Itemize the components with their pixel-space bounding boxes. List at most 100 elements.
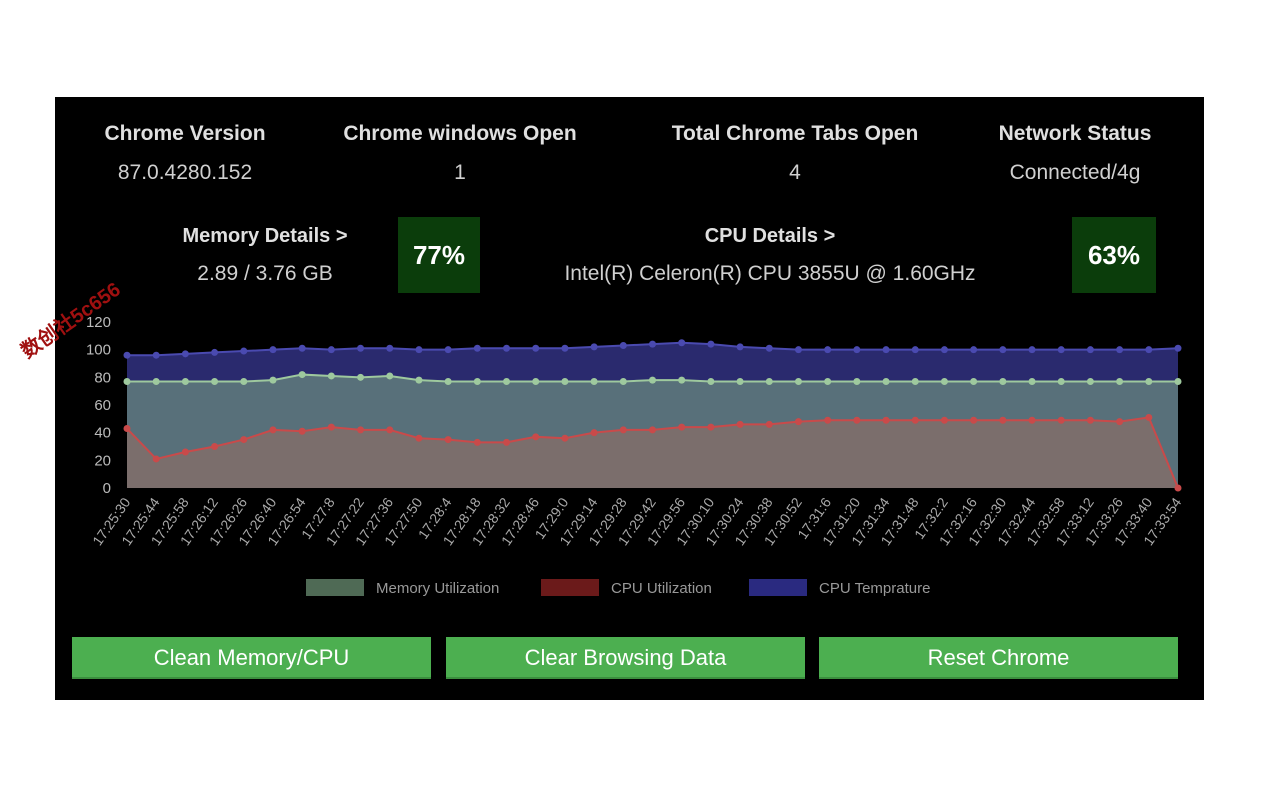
temp-point — [152, 351, 160, 359]
clear-browsing-data-button[interactable]: Clear Browsing Data — [446, 637, 805, 679]
chrome-version-label: Chrome Version — [104, 122, 266, 145]
temp-point — [911, 346, 919, 354]
memory-legend-swatch — [306, 579, 364, 596]
memory-point — [298, 371, 306, 379]
memory-point — [853, 377, 861, 385]
cpu-percent-badge: 63% — [1072, 217, 1156, 293]
cpu-point — [1145, 413, 1153, 421]
memory-point — [473, 377, 481, 385]
usage-chart: 02040608010012017:25:3017:25:4417:25:581… — [86, 314, 1185, 597]
cpu-point — [1028, 416, 1036, 424]
temp-point — [473, 344, 481, 352]
cpu-point — [473, 438, 481, 446]
memory-point — [123, 377, 131, 385]
cpu-point — [327, 423, 335, 431]
network-status-stat: Network Status Connected/4g — [935, 119, 1204, 187]
memory-point — [794, 377, 802, 385]
temp-point — [619, 342, 627, 350]
memory-point — [649, 376, 656, 384]
memory-point — [590, 377, 598, 385]
cpu-point — [590, 429, 598, 437]
cpu-point — [824, 416, 832, 424]
temp-point — [240, 347, 248, 355]
temp-point — [707, 340, 715, 348]
temp-point — [357, 344, 365, 352]
cpu-point — [152, 455, 160, 463]
temp-point — [999, 346, 1007, 354]
cpu-legend-label: CPU Utilization — [611, 580, 712, 597]
memory-point — [970, 377, 978, 385]
memory-point — [1057, 377, 1065, 385]
cpu-point — [181, 448, 189, 456]
temp-point — [590, 343, 598, 351]
cpu-point — [882, 416, 890, 424]
cpu-legend-swatch — [541, 579, 599, 596]
memory-point — [357, 373, 365, 381]
cpu-point — [911, 416, 919, 424]
memory-point — [824, 377, 832, 385]
temp-point — [1174, 344, 1182, 352]
cpu-point — [503, 438, 511, 446]
temp-point — [1145, 346, 1153, 354]
network-status-label: Network Status — [998, 122, 1152, 145]
cpu-point — [707, 423, 715, 431]
memory-point — [386, 372, 394, 380]
temp-point — [298, 344, 306, 352]
cpu-details-link[interactable]: CPU Details > — [704, 225, 836, 247]
cpu-point — [678, 423, 686, 431]
temp-point — [444, 346, 452, 354]
windows-open-label: Chrome windows Open — [343, 122, 577, 145]
temp-legend-swatch — [749, 579, 807, 596]
temp-point — [824, 346, 832, 354]
temp-point — [1028, 346, 1036, 354]
cpu-point — [999, 416, 1007, 424]
temp-point — [181, 350, 189, 358]
tabs-open-stat: Total Chrome Tabs Open 4 — [655, 119, 935, 187]
memory-point — [765, 377, 773, 385]
dashboard-panel: Chrome Version 87.0.4280.152 Chrome wind… — [55, 97, 1204, 700]
y-tick-label: 120 — [86, 314, 111, 331]
cpu-point — [1057, 416, 1065, 424]
windows-open-stat: Chrome windows Open 1 — [320, 119, 600, 187]
chrome-version-value: 87.0.4280.152 — [117, 161, 253, 184]
temp-point — [678, 339, 686, 347]
cpu-point — [532, 433, 540, 441]
y-tick-label: 60 — [94, 397, 111, 414]
memory-details-link[interactable]: Memory Details > — [182, 225, 348, 247]
memory-point — [327, 372, 335, 380]
memory-point — [444, 377, 452, 385]
temp-point — [765, 344, 773, 352]
memory-usage-value: 2.89 / 3.76 GB — [197, 262, 333, 285]
cpu-point — [386, 426, 394, 434]
temp-point — [940, 346, 948, 354]
temp-point — [386, 344, 394, 352]
cpu-point — [240, 436, 248, 444]
memory-point — [678, 376, 686, 384]
memory-legend-label: Memory Utilization — [376, 580, 499, 597]
cpu-point — [298, 427, 306, 435]
cpu-point — [1086, 416, 1094, 424]
clean-memory-cpu-button[interactable]: Clean Memory/CPU — [72, 637, 431, 679]
cpu-point — [444, 436, 452, 444]
cpu-point — [794, 418, 802, 426]
memory-point — [911, 377, 919, 385]
cpu-point — [357, 426, 365, 434]
temp-point — [736, 343, 744, 351]
reset-chrome-button[interactable]: Reset Chrome — [819, 637, 1178, 679]
memory-percent-badge: 77% — [398, 217, 480, 293]
cpu-point — [123, 425, 131, 433]
memory-point — [1028, 377, 1036, 385]
memory-point — [736, 377, 744, 385]
memory-point — [619, 377, 627, 385]
cpu-point — [940, 416, 948, 424]
temp-point — [503, 344, 511, 352]
y-tick-label: 40 — [94, 425, 111, 442]
tabs-open-value: 4 — [789, 161, 801, 184]
cpu-area — [127, 417, 1178, 488]
memory-point — [882, 377, 890, 385]
memory-point — [707, 377, 715, 385]
memory-point — [1086, 377, 1094, 385]
temp-point — [211, 348, 219, 356]
y-tick-label: 100 — [86, 342, 111, 359]
cpu-point — [970, 416, 978, 424]
